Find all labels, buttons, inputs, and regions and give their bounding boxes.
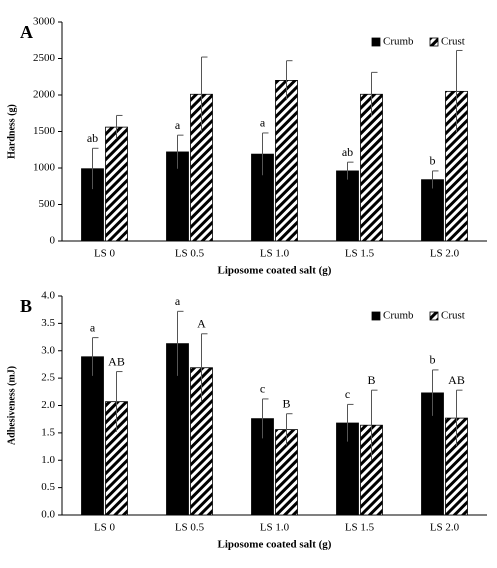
x-axis-label: Liposome coated salt (g) [218, 539, 332, 551]
y-tick-label: 3.0 [41, 344, 55, 356]
legend-swatch [371, 311, 381, 321]
x-tick-label: LS 2.0 [430, 248, 460, 260]
y-tick-label: 0.5 [41, 481, 55, 493]
y-tick-label: 0.0 [41, 509, 55, 521]
x-tick-label: LS 0.5 [175, 248, 205, 260]
y-tick-label: 4.0 [41, 290, 55, 302]
x-tick-label: LS 1.5 [345, 248, 375, 260]
y-tick-label: 0 [50, 235, 56, 247]
significance-letter: b [430, 353, 436, 367]
bar [421, 179, 444, 242]
x-tick-label: LS 1.5 [345, 522, 375, 534]
significance-letter: a [175, 118, 181, 132]
x-tick-label: LS 1.0 [260, 522, 290, 534]
significance-letter: c [260, 382, 265, 396]
y-tick-label: 1000 [33, 162, 56, 174]
x-tick-label: LS 0.5 [175, 522, 205, 534]
y-tick-label: 1.0 [41, 454, 55, 466]
y-tick-label: 2.0 [41, 399, 55, 411]
y-axis-label: Hardness (g) [6, 104, 17, 159]
bar [275, 80, 298, 242]
x-tick-label: LS 0 [94, 248, 116, 260]
significance-letter: a [175, 294, 181, 308]
x-tick-label: LS 0 [94, 522, 116, 534]
bar [81, 356, 104, 516]
significance-letter: b [430, 154, 436, 168]
legend-swatch [429, 311, 439, 321]
y-tick-label: 2500 [33, 52, 56, 64]
legend-label: Crumb [383, 36, 414, 48]
y-tick-label: 3000 [33, 16, 56, 28]
legend-swatch [371, 37, 381, 47]
bar [360, 93, 383, 242]
y-tick-label: 2000 [33, 89, 56, 101]
legend-label: Crumb [383, 310, 414, 322]
significance-letter: a [260, 116, 266, 130]
y-axis-label: Adhesiveness (mJ) [6, 366, 17, 445]
legend-swatch [429, 37, 439, 47]
significance-letter: B [367, 373, 375, 387]
significance-letter: AB [108, 354, 125, 368]
significance-letter: ab [87, 131, 98, 145]
y-tick-label: 500 [39, 198, 56, 210]
panel-label: A [20, 22, 33, 42]
significance-letter: ab [342, 145, 353, 159]
y-tick-label: 3.5 [41, 317, 55, 329]
y-tick-label: 2.5 [41, 372, 55, 384]
y-tick-label: 1500 [33, 125, 56, 137]
panel-label: B [20, 296, 32, 316]
bar [105, 126, 128, 242]
legend-label: Crust [441, 36, 465, 48]
significance-letter: c [345, 387, 350, 401]
significance-letter: A [197, 317, 206, 331]
x-tick-label: LS 2.0 [430, 522, 460, 534]
significance-letter: a [90, 320, 96, 334]
x-tick-label: LS 1.0 [260, 248, 290, 260]
x-axis-label: Liposome coated salt (g) [218, 265, 332, 277]
significance-letter: AB [448, 373, 465, 387]
bar [336, 170, 359, 242]
significance-letter: B [282, 396, 290, 410]
y-tick-label: 1.5 [41, 426, 55, 438]
legend-label: Crust [441, 310, 465, 322]
